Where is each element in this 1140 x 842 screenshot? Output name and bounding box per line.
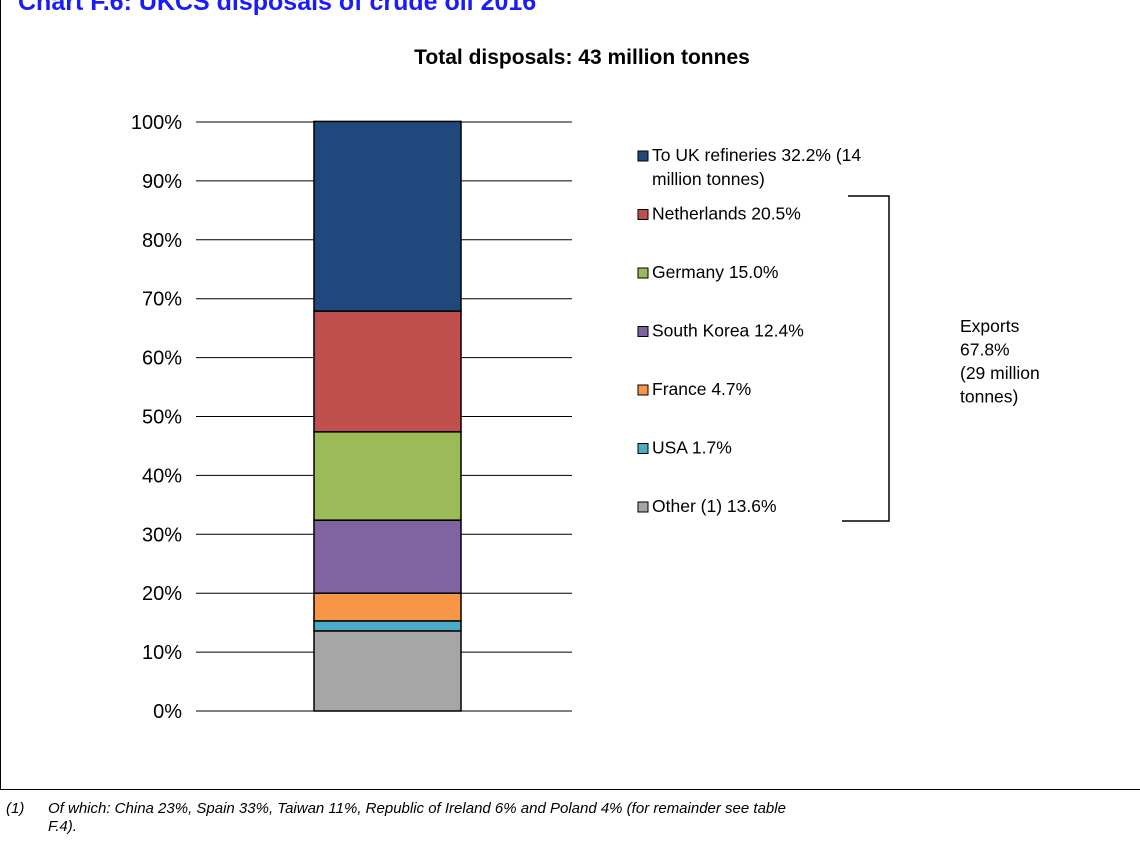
y-tick-label: 20%: [142, 583, 182, 605]
y-tick-label: 30%: [142, 524, 182, 546]
legend-label: France 4.7%: [652, 379, 751, 399]
footnote: (1) Of which: China 23%, Spain 33%, Taiwa…: [6, 800, 1140, 836]
footnote-line-2: F.4).: [48, 818, 77, 835]
chart-title: Total disposals: 43 million tonnes: [414, 46, 750, 69]
legend-swatch: [637, 150, 649, 162]
y-tick-label: 100%: [131, 112, 182, 134]
y-tick-label: 0%: [153, 701, 182, 723]
bar-segment: [313, 592, 462, 622]
legend-label: Germany 15.0%: [652, 262, 778, 282]
y-tick-label: 50%: [142, 407, 182, 429]
legend-label: South Korea 12.4%: [652, 321, 804, 341]
bar-segment: [313, 431, 462, 521]
legend-swatch: [637, 501, 649, 513]
bar-segment: [313, 519, 462, 594]
bar-segment: [313, 310, 462, 433]
legend-label: To UK refineries 32.2% (14: [652, 145, 861, 165]
legend-label: USA 1.7%: [652, 438, 732, 458]
chart-heading: Chart F.6: UKCS disposals of crude oil 2…: [18, 0, 537, 16]
y-tick-label: 80%: [142, 230, 182, 252]
y-tick-label: 10%: [142, 642, 182, 664]
legend-label: Netherlands 20.5%: [652, 204, 801, 224]
exports-annotation: Exports: [960, 316, 1020, 336]
legend-label: million tonnes): [652, 169, 765, 189]
y-tick-label: 60%: [142, 348, 182, 370]
legend-swatch: [637, 267, 649, 279]
exports-annotation: tonnes): [960, 387, 1018, 407]
bar-segment: [313, 120, 462, 312]
bar-segment: [313, 620, 462, 632]
y-tick-label: 40%: [142, 465, 182, 487]
exports-annotation: 67.8%: [960, 340, 1010, 360]
y-tick-label: 70%: [142, 289, 182, 311]
legend-swatch: [637, 326, 649, 337]
legend-swatch: [637, 443, 649, 454]
exports-annotation: (29 million: [960, 363, 1040, 383]
footnote-number: (1): [6, 800, 25, 817]
legend-swatch: [637, 209, 649, 220]
chart-frame: [0, 0, 1140, 790]
footnote-line-1: Of which: China 23%, Spain 33%, Taiwan 1…: [48, 800, 786, 817]
exports-bracket: [842, 195, 890, 522]
y-tick-label: 90%: [142, 171, 182, 193]
bar-segment: [313, 630, 462, 712]
legend-label: Other (1) 13.6%: [652, 496, 777, 516]
stacked-bar-chart: 0% 10% 20% 30% 40% 50% 60% 70% 80% 90% 100% To UK r…: [131, 112, 1040, 723]
legend-swatch: [637, 384, 649, 396]
